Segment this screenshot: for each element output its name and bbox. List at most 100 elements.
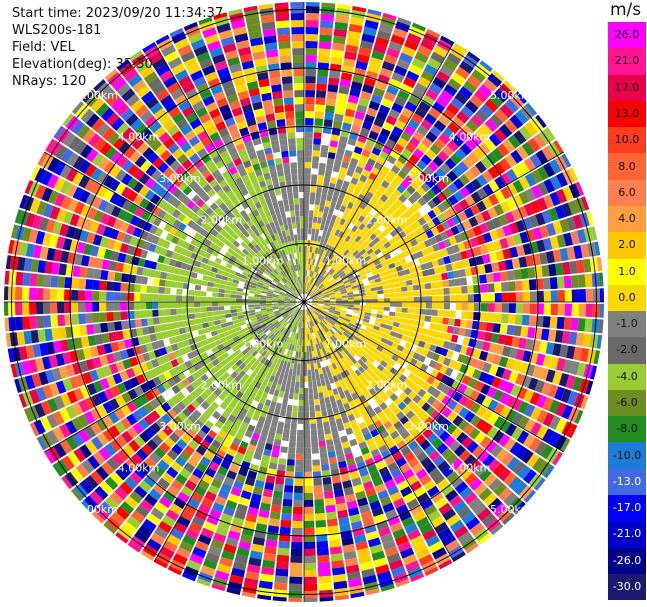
range-gate-cell (390, 267, 398, 274)
range-gate-cell (250, 281, 258, 287)
range-gate-cell (420, 348, 429, 357)
range-gate-cell (318, 367, 323, 375)
range-gate-cell (353, 299, 360, 302)
range-gate-cell (223, 453, 234, 464)
range-gate-cell (228, 400, 237, 409)
range-gate-cell (403, 77, 417, 89)
range-gate-cell (323, 318, 329, 324)
range-gate-cell (348, 464, 358, 473)
range-gate-cell (324, 332, 330, 339)
range-gate-cell (126, 245, 136, 256)
range-gate-cell (132, 79, 147, 93)
range-gate-cell (180, 124, 193, 136)
range-gate-cell (67, 198, 79, 212)
range-gate-cell (319, 34, 332, 43)
range-gate-cell (465, 119, 479, 133)
range-gate-cell (328, 290, 335, 294)
range-gate-cell (266, 300, 272, 302)
range-gate-cell (390, 430, 400, 440)
range-gate-cell (508, 292, 517, 302)
range-gate-cell (14, 302, 23, 316)
range-gate-cell (510, 384, 521, 397)
range-gate-cell (232, 26, 247, 36)
range-gate-cell (181, 159, 193, 170)
range-gate-cell (154, 227, 164, 237)
range-gate-cell (142, 42, 156, 53)
range-gate-cell (243, 5, 258, 13)
range-gate-cell (215, 273, 223, 280)
range-gate-cell (162, 490, 176, 503)
range-gate-cell (404, 274, 412, 281)
range-gate-cell (117, 340, 126, 351)
range-gate-cell (331, 316, 338, 321)
range-gate-cell (200, 351, 209, 360)
range-gate-cell (215, 526, 229, 537)
range-gate-cell (288, 266, 293, 273)
range-gate-cell (102, 401, 114, 414)
range-gate-cell (329, 297, 336, 300)
range-gate-cell (312, 465, 321, 472)
range-gate-cell (23, 408, 33, 423)
range-gate-cell (234, 382, 243, 391)
range-gate-cell (371, 147, 382, 156)
range-gate-cell (274, 188, 282, 196)
range-gate-cell (205, 207, 214, 216)
range-gate-cell (418, 256, 426, 265)
range-gate-cell (239, 386, 247, 394)
range-gate-cell (274, 311, 281, 315)
range-gate-cell (392, 451, 404, 462)
range-gate-cell (78, 278, 87, 290)
range-gate-cell (249, 287, 256, 292)
range-gate-cell (122, 263, 131, 274)
range-gate-cell (243, 214, 251, 223)
range-gate-cell (167, 82, 181, 94)
range-gate-cell (199, 113, 211, 124)
range-gate-cell (300, 309, 303, 316)
range-gate-cell (395, 265, 403, 272)
range-gate-cell (108, 331, 117, 342)
range-gate-cell (536, 394, 548, 409)
range-gate-cell (290, 162, 297, 169)
range-gate-cell (455, 372, 466, 383)
range-gate-cell (352, 287, 359, 292)
range-gate-cell (139, 198, 150, 209)
range-gate-cell (310, 423, 317, 430)
range-gate-cell (85, 358, 96, 371)
range-gate-cell (93, 79, 106, 92)
range-gate-cell (345, 284, 352, 289)
range-gate-cell (352, 259, 359, 266)
range-gate-cell (82, 128, 96, 144)
range-gate-cell (254, 324, 261, 330)
range-gate-cell (371, 244, 379, 252)
range-gate-cell (304, 399, 309, 407)
range-gate-cell (215, 197, 224, 207)
range-gate-cell (325, 504, 336, 513)
range-gate-cell (146, 439, 159, 451)
range-gate-cell (335, 106, 346, 116)
range-gate-cell (480, 293, 488, 302)
range-gate-cell (304, 447, 311, 454)
range-gate-cell (524, 188, 536, 202)
range-gate-cell (142, 221, 153, 232)
range-gate-cell (281, 354, 287, 361)
range-gate-cell (298, 276, 301, 283)
range-gate-cell (370, 266, 378, 272)
range-gate-cell (318, 315, 324, 321)
range-gate-cell (447, 271, 455, 280)
range-gate-cell (501, 281, 509, 292)
range-gate-cell (393, 337, 401, 345)
range-gate-cell (535, 149, 549, 165)
range-gate-cell (451, 244, 460, 254)
range-gate-cell (366, 158, 376, 167)
range-gate-cell (437, 241, 446, 250)
range-gate-cell (192, 141, 204, 153)
range-gate-cell (149, 261, 158, 270)
range-gate-cell (276, 345, 281, 352)
range-gate-cell (259, 384, 267, 392)
range-gate-cell (479, 244, 489, 255)
range-gate-cell (406, 363, 415, 372)
range-gate-cell (354, 361, 362, 369)
range-gate-cell (367, 423, 377, 433)
range-gate-cell (464, 398, 475, 410)
range-gate-cell (114, 272, 123, 282)
